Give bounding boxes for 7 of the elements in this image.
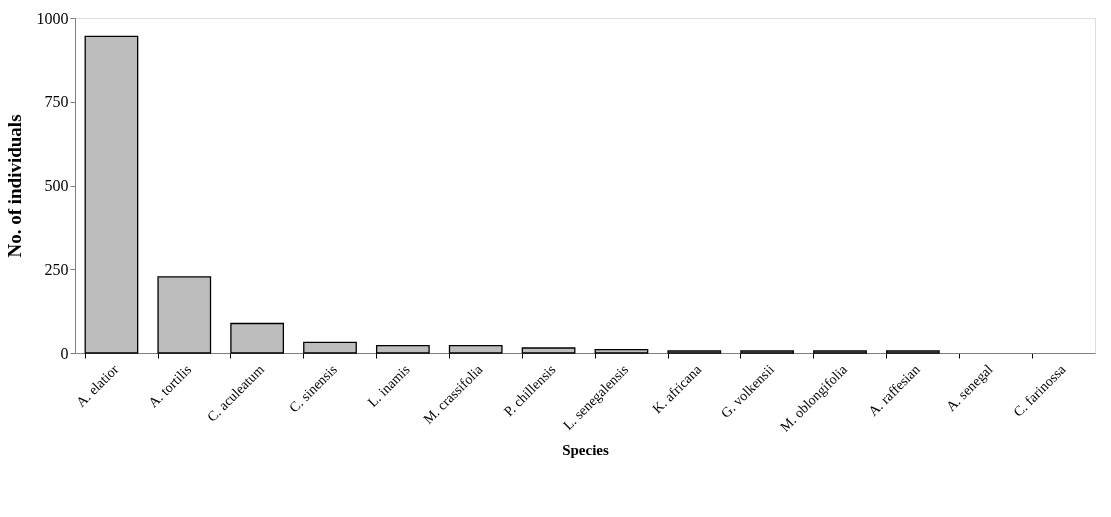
y-tick-label: 0 — [60, 344, 69, 362]
y-tick-label: 500 — [44, 177, 69, 194]
y-tick-label: 750 — [44, 93, 69, 111]
y-tick-label: 1000 — [36, 9, 69, 27]
y-axis-title: No. of individuals — [3, 114, 25, 258]
x-axis-title: Species — [562, 441, 609, 458]
y-tick-label: 250 — [44, 260, 69, 278]
